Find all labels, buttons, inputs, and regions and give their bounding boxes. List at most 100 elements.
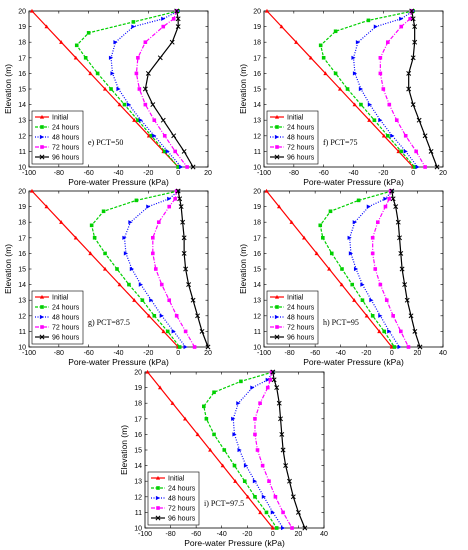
- series-initial: [264, 188, 394, 349]
- data-point: [345, 87, 350, 91]
- data-point: [165, 149, 170, 154]
- chart-panel-4: -100 -80 -60 -40 -20 0 20 40 10 11 12 13 14 15 16 17 18 1…: [238, 189, 447, 368]
- data-point: [59, 220, 64, 224]
- y-tick-label: 10: [18, 345, 26, 352]
- legend-label: 24 hours: [168, 486, 196, 493]
- x-tick-label: -60: [310, 350, 320, 357]
- legend-label: 96 hours: [52, 155, 80, 162]
- legend-marker: [275, 125, 279, 129]
- data-point: [179, 164, 184, 170]
- legend-marker: [40, 145, 44, 149]
- data-point: [412, 24, 418, 30]
- data-point: [183, 416, 188, 421]
- data-point: [205, 344, 211, 350]
- data-point: [358, 86, 364, 92]
- data-point: [255, 448, 260, 452]
- y-tick-label: 17: [18, 235, 26, 242]
- series-line: [352, 10, 419, 168]
- data-point: [399, 16, 404, 21]
- series-line: [272, 371, 306, 529]
- data-point: [126, 102, 132, 107]
- y-tick-label: 13: [18, 298, 26, 305]
- data-point: [192, 345, 197, 349]
- data-point: [177, 196, 183, 202]
- data-point: [265, 385, 270, 390]
- series-line: [177, 190, 209, 348]
- legend-marker: [39, 134, 45, 140]
- data-point: [208, 447, 213, 452]
- data-point: [276, 204, 282, 209]
- data-point: [339, 282, 344, 287]
- y-axis-label: Elevation (m): [238, 64, 248, 114]
- data-point: [171, 17, 176, 21]
- data-point: [381, 133, 387, 138]
- data-point: [181, 235, 187, 241]
- legend-marker: [156, 486, 160, 490]
- legend-marker: [275, 325, 279, 329]
- data-point: [367, 102, 373, 107]
- legend-label: 96 hours: [168, 516, 196, 523]
- series-96-hours: [142, 8, 196, 170]
- data-point: [271, 377, 277, 383]
- data-point: [88, 71, 93, 76]
- data-point: [103, 251, 107, 256]
- data-point: [171, 133, 177, 139]
- data-point: [128, 220, 133, 225]
- data-point: [412, 39, 418, 45]
- legend-marker: [275, 145, 279, 149]
- series-line: [232, 371, 284, 529]
- data-point: [392, 345, 397, 349]
- data-point: [116, 86, 121, 92]
- data-point: [290, 494, 296, 500]
- legend-label: 96 hours: [287, 335, 315, 342]
- x-tick-label: -40: [336, 350, 346, 357]
- data-point: [398, 250, 404, 256]
- data-point: [340, 267, 344, 271]
- y-tick-label: 14: [253, 102, 261, 109]
- y-tick-label: 19: [18, 204, 26, 211]
- data-point: [390, 196, 396, 202]
- data-point: [122, 235, 127, 240]
- data-point: [294, 40, 299, 44]
- legend-label: 24 hours: [287, 305, 315, 312]
- data-point: [384, 298, 389, 302]
- series-initial: [264, 8, 416, 169]
- y-tick-label: 20: [253, 9, 261, 16]
- data-point: [399, 24, 404, 29]
- series-72-hours: [134, 9, 189, 169]
- y-tick-label: 20: [18, 9, 26, 16]
- x-tick-label: -20: [378, 170, 388, 177]
- data-point: [403, 134, 408, 138]
- data-point: [281, 510, 285, 515]
- series-24-hours: [202, 370, 279, 530]
- data-point: [174, 189, 179, 193]
- y-axis-label: Elevation (m): [238, 244, 248, 294]
- data-point: [186, 282, 192, 288]
- data-point: [402, 282, 408, 288]
- y-tick-label: 16: [134, 432, 142, 439]
- series-48-hours: [347, 188, 402, 350]
- data-point: [175, 16, 181, 22]
- legend-label: Initial: [52, 295, 69, 302]
- legend-label: 96 hours: [52, 335, 80, 342]
- series-line: [203, 371, 278, 529]
- data-point: [412, 165, 417, 169]
- data-point: [239, 379, 243, 384]
- data-point: [181, 250, 187, 256]
- data-point: [268, 378, 273, 382]
- data-point: [159, 313, 164, 318]
- y-tick-label: 19: [18, 24, 26, 31]
- y-tick-label: 19: [253, 24, 261, 31]
- data-point: [165, 329, 170, 334]
- x-tick-label: -60: [191, 531, 201, 538]
- y-axis-label: Elevation (m): [3, 244, 13, 294]
- data-point: [302, 525, 308, 531]
- y-tick-label: 16: [18, 71, 26, 78]
- data-point: [162, 149, 167, 154]
- data-point: [178, 204, 184, 210]
- data-point: [190, 164, 196, 170]
- y-tick-label: 13: [134, 479, 142, 486]
- y-tick-label: 15: [18, 267, 26, 274]
- data-point: [378, 282, 383, 287]
- legend-marker: [155, 495, 161, 501]
